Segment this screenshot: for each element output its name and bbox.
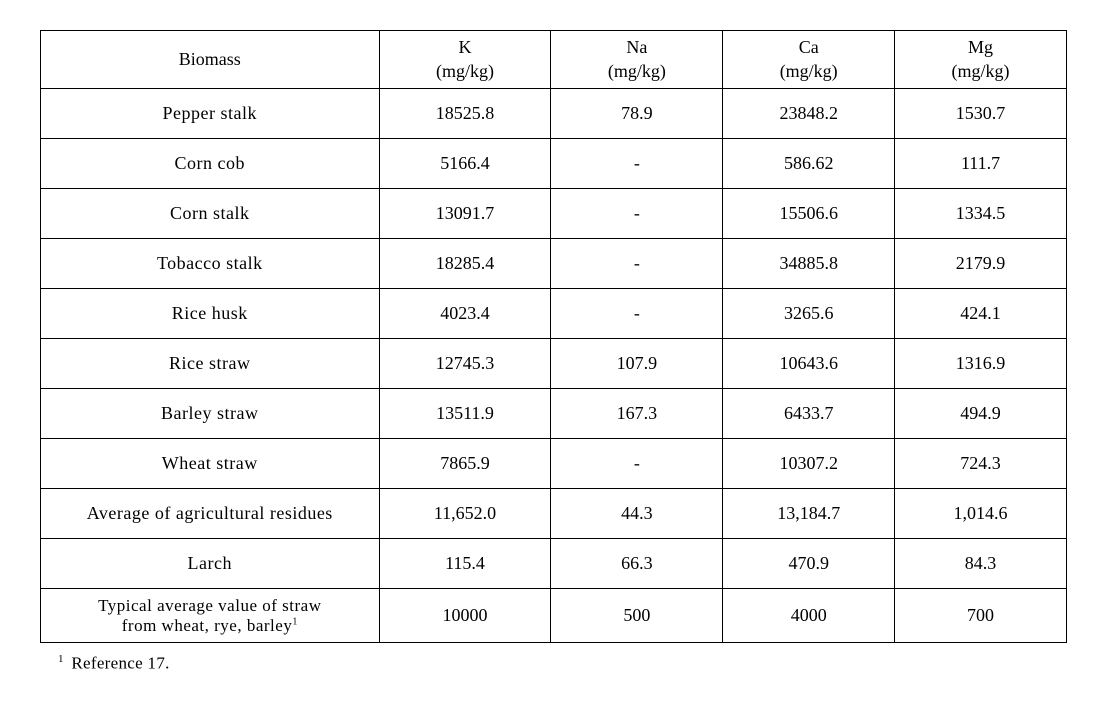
row-label: Barley straw [41,389,380,439]
cell-mg: 700 [895,589,1067,643]
cell-ca: 15506.6 [723,189,895,239]
col-header-label: Ca [799,37,819,57]
col-header-k: K (mg/kg) [379,31,551,89]
cell-mg: 2179.9 [895,239,1067,289]
table-header-row: Biomass K (mg/kg) Na (mg/kg) Ca (mg/kg) … [41,31,1067,89]
footnote-marker: 1 [58,653,64,665]
row-label-superscript: 1 [292,616,298,627]
cell-na: 167.3 [551,389,723,439]
cell-k: 115.4 [379,539,551,589]
row-label: Corn cob [41,139,380,189]
cell-k: 5166.4 [379,139,551,189]
cell-na: 78.9 [551,89,723,139]
table-row: Typical average value of strawfrom wheat… [41,589,1067,643]
col-header-biomass: Biomass [41,31,380,89]
cell-mg: 1316.9 [895,339,1067,389]
row-label-line1: Typical average value of straw [98,596,321,615]
cell-k: 18525.8 [379,89,551,139]
col-header-unit: (mg/kg) [436,61,494,81]
col-header-label: Mg [968,37,993,57]
table-row: Larch115.466.3470.984.3 [41,539,1067,589]
cell-mg: 1,014.6 [895,489,1067,539]
col-header-unit: (mg/kg) [952,61,1010,81]
footnote: 1 Reference 17. [58,653,1067,674]
cell-ca: 3265.6 [723,289,895,339]
col-header-unit: (mg/kg) [608,61,666,81]
row-label: Rice straw [41,339,380,389]
table-row: Rice straw12745.3107.910643.61316.9 [41,339,1067,389]
cell-ca: 13,184.7 [723,489,895,539]
table-body: Pepper stalk18525.878.923848.21530.7Corn… [41,89,1067,643]
col-header-label: K [459,37,472,57]
cell-na: - [551,139,723,189]
row-label: Pepper stalk [41,89,380,139]
col-header-label: Na [626,37,647,57]
cell-na: 107.9 [551,339,723,389]
cell-ca: 23848.2 [723,89,895,139]
row-label: Tobacco stalk [41,239,380,289]
cell-k: 11,652.0 [379,489,551,539]
cell-k: 10000 [379,589,551,643]
row-label: Typical average value of strawfrom wheat… [41,589,380,643]
cell-ca: 586.62 [723,139,895,189]
cell-na: 66.3 [551,539,723,589]
col-header-label: Biomass [179,49,241,69]
cell-mg: 1334.5 [895,189,1067,239]
cell-k: 18285.4 [379,239,551,289]
table-row: Tobacco stalk18285.4-34885.82179.9 [41,239,1067,289]
cell-k: 7865.9 [379,439,551,489]
table-row: Wheat straw7865.9-10307.2724.3 [41,439,1067,489]
footnote-text: Reference 17. [71,654,169,673]
col-header-unit: (mg/kg) [780,61,838,81]
row-label: Corn stalk [41,189,380,239]
cell-na: - [551,239,723,289]
cell-k: 12745.3 [379,339,551,389]
cell-mg: 424.1 [895,289,1067,339]
cell-ca: 10643.6 [723,339,895,389]
biomass-mineral-table: Biomass K (mg/kg) Na (mg/kg) Ca (mg/kg) … [40,30,1067,643]
cell-k: 4023.4 [379,289,551,339]
cell-mg: 1530.7 [895,89,1067,139]
cell-ca: 470.9 [723,539,895,589]
table-row: Rice husk4023.4-3265.6424.1 [41,289,1067,339]
row-label: Wheat straw [41,439,380,489]
table-row: Barley straw13511.9167.36433.7494.9 [41,389,1067,439]
cell-mg: 494.9 [895,389,1067,439]
row-label: Larch [41,539,380,589]
cell-mg: 724.3 [895,439,1067,489]
cell-ca: 34885.8 [723,239,895,289]
cell-k: 13511.9 [379,389,551,439]
cell-na: - [551,189,723,239]
table-row: Pepper stalk18525.878.923848.21530.7 [41,89,1067,139]
table-row: Corn cob5166.4-586.62111.7 [41,139,1067,189]
cell-na: 44.3 [551,489,723,539]
cell-ca: 4000 [723,589,895,643]
col-header-ca: Ca (mg/kg) [723,31,895,89]
cell-ca: 6433.7 [723,389,895,439]
row-label: Average of agricultural residues [41,489,380,539]
cell-k: 13091.7 [379,189,551,239]
cell-na: 500 [551,589,723,643]
row-label-line2: from wheat, rye, barley [122,616,293,635]
cell-mg: 111.7 [895,139,1067,189]
cell-na: - [551,289,723,339]
table-row: Corn stalk13091.7-15506.61334.5 [41,189,1067,239]
table-row: Average of agricultural residues11,652.0… [41,489,1067,539]
row-label: Rice husk [41,289,380,339]
cell-mg: 84.3 [895,539,1067,589]
cell-na: - [551,439,723,489]
cell-ca: 10307.2 [723,439,895,489]
col-header-mg: Mg (mg/kg) [895,31,1067,89]
col-header-na: Na (mg/kg) [551,31,723,89]
